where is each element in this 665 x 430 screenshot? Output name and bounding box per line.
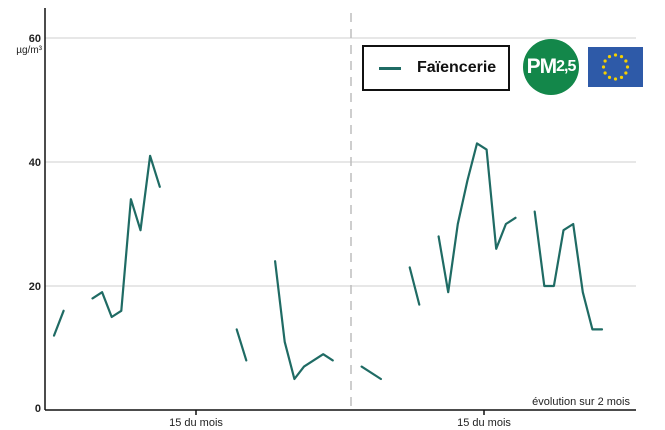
- gridlines: [45, 37, 636, 287]
- flag-star: [625, 65, 630, 69]
- flag-star: [624, 59, 628, 63]
- x-tick-labels: 15 du mois 15 du mois: [169, 410, 511, 429]
- x-tick-label: 15 du mois: [169, 417, 223, 429]
- series-segment: [52, 309, 65, 337]
- x-tick-label: 15 du mois: [457, 417, 511, 429]
- series-segment: [91, 154, 161, 319]
- flag-star: [624, 71, 628, 75]
- legend-label: Faïencerie: [417, 59, 497, 76]
- series-segment: [408, 266, 421, 306]
- flag-star: [607, 75, 612, 79]
- pm-badge-main: PM: [526, 55, 557, 78]
- series-segment: [437, 142, 517, 294]
- flag-star: [607, 55, 612, 59]
- flag-star: [603, 59, 607, 63]
- axes: [44, 8, 636, 411]
- y-tick-label: 20: [29, 281, 41, 293]
- series-segment: [235, 328, 248, 362]
- flag-star: [601, 65, 606, 69]
- series-segment: [360, 365, 382, 381]
- flag-star: [619, 55, 624, 59]
- legend: Faïencerie: [362, 45, 510, 91]
- series-segment: [533, 210, 604, 331]
- series-segment: [274, 260, 334, 381]
- eu-flag-icon: [588, 47, 643, 87]
- flag-star: [603, 71, 607, 75]
- period-note: évolution sur 2 mois: [532, 396, 630, 408]
- flag-star: [613, 77, 618, 81]
- flag-star: [619, 75, 624, 79]
- y-tick-labels: 0 20 40 60: [29, 33, 41, 415]
- y-tick-label: 60: [29, 33, 41, 45]
- legend-swatch: [379, 66, 401, 70]
- y-tick-label: 40: [29, 157, 41, 169]
- y-unit-label: µg/m³: [16, 45, 42, 56]
- y-tick-label: 0: [35, 403, 41, 415]
- pm25-badge-icon: PM 2,5: [523, 39, 579, 95]
- flag-field: [588, 47, 643, 87]
- series-lines: [52, 142, 604, 381]
- flag-star: [613, 53, 618, 57]
- pm-badge-sub: 2,5: [556, 58, 576, 75]
